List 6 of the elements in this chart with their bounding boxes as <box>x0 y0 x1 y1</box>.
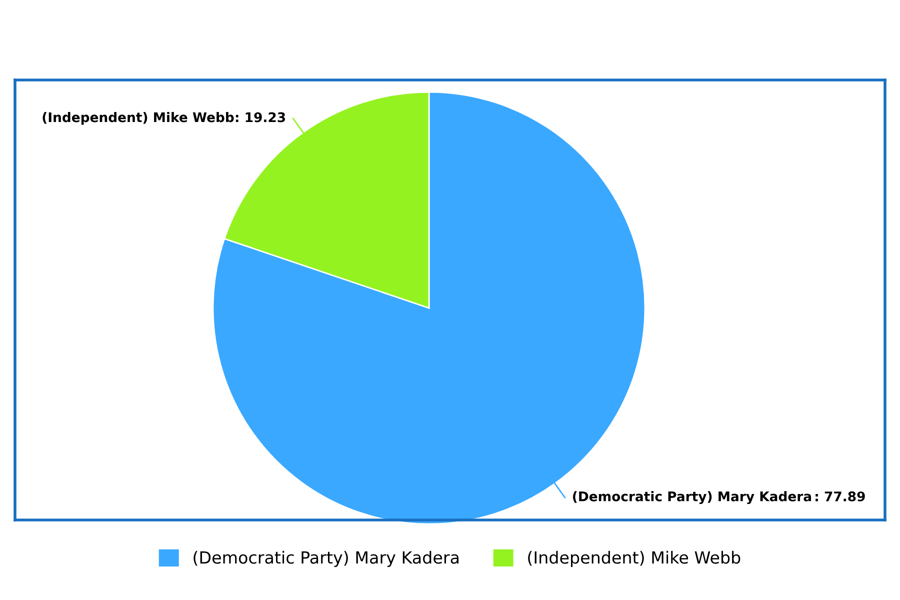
data-label: : 19.23 <box>236 112 286 122</box>
legend-label: (Independent) Mike Webb <box>528 550 740 567</box>
legend-label: (Democratic Party) Mary Kadera <box>194 550 458 567</box>
slice-label: (Democratic Party) Mary Kadera <box>573 491 811 504</box>
data-label: : 77.89 <box>816 491 865 502</box>
slice-label: (Independent) Mike Webb <box>42 112 234 125</box>
